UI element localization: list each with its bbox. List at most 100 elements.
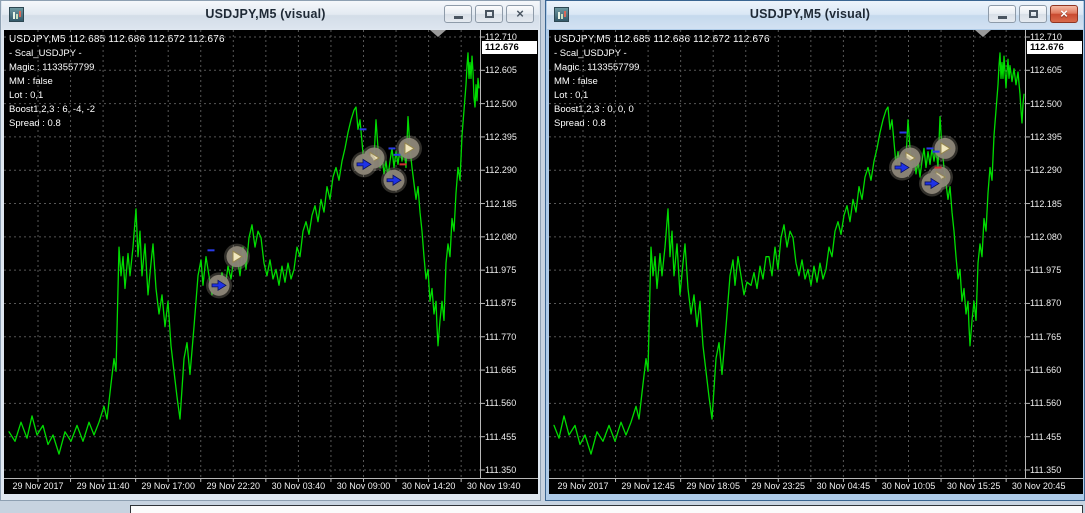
y-axis-label: 112.290 <box>1030 165 1062 176</box>
trade-entry-marker[interactable] <box>356 158 372 171</box>
y-axis-label: 111.560 <box>1030 398 1062 409</box>
y-axis-label: 112.080 <box>485 231 517 242</box>
x-axis-label: 29 Nov 12:45 <box>621 481 675 491</box>
price-chart-svg <box>549 30 1083 482</box>
restore-button[interactable] <box>1019 5 1047 23</box>
ea-info-line: - Scal_USDJPY - <box>554 48 627 59</box>
x-axis-label: 30 Nov 20:45 <box>1011 481 1066 491</box>
x-axis-label: 29 Nov 23:25 <box>751 481 806 491</box>
chart-grid <box>549 30 1025 479</box>
current-price-box: 112.676 <box>482 41 537 55</box>
ohlc-header: USDJPY,M5 112.685 112.686 112.672 112.67… <box>554 34 770 45</box>
x-axis-label: 30 Nov 10:05 <box>881 481 936 491</box>
chart-shift-marker-icon <box>430 30 446 37</box>
window-title: USDJPY,M5 (visual) <box>749 7 871 21</box>
x-axis-label: 30 Nov 03:40 <box>271 481 326 491</box>
trade-exit-marker[interactable] <box>404 142 415 155</box>
x-axis-label: 29 Nov 2017 <box>557 481 609 491</box>
ea-info-line: MM : false <box>9 76 53 87</box>
y-axis-label: 112.290 <box>485 165 517 176</box>
close-icon: × <box>516 6 524 21</box>
titlebar[interactable]: USDJPY,M5 (visual) × <box>547 1 1083 29</box>
trade-markers <box>889 131 958 197</box>
price-chart[interactable]: USDJPY,M5 112.685 112.686 112.672 112.67… <box>549 30 1083 494</box>
window-title: USDJPY,M5 (visual) <box>205 7 326 21</box>
ea-info-line: MM : false <box>554 76 598 87</box>
y-axis-label: 111.660 <box>1030 365 1062 376</box>
y-axis-label: 112.605 <box>1030 65 1062 76</box>
ohlc-header: USDJPY,M5 112.685 112.686 112.672 112.67… <box>9 34 225 45</box>
ea-info-line: Spread : 0.8 <box>554 118 606 129</box>
restore-icon <box>1028 10 1038 18</box>
chart-axes <box>549 30 1083 482</box>
chart-window-icon <box>554 7 569 22</box>
price-chart[interactable]: USDJPY,M5 112.685 112.686 112.672 112.67… <box>4 30 538 494</box>
y-axis-label: 112.500 <box>1030 98 1062 109</box>
ea-info-line: - Scal_USDJPY - <box>9 48 82 59</box>
minimize-button[interactable] <box>988 5 1016 23</box>
x-axis-label: 29 Nov 18:05 <box>686 481 740 491</box>
y-axis-label: 112.500 <box>485 98 517 109</box>
trade-entry-marker[interactable] <box>924 177 940 190</box>
y-axis-label: 112.605 <box>485 65 517 76</box>
titlebar[interactable]: USDJPY,M5 (visual) × <box>2 1 539 29</box>
x-axis-label: 29 Nov 22:20 <box>206 481 261 491</box>
y-axis-label: 111.560 <box>485 398 517 409</box>
chart-window-left[interactable]: USDJPY,M5 (visual) × USDJPY,M5 112.685 1… <box>0 0 541 501</box>
y-axis-label: 111.765 <box>1030 331 1062 342</box>
x-axis-label: 30 Nov 19:40 <box>466 481 521 491</box>
minimize-icon <box>997 16 1007 19</box>
window-controls: × <box>444 5 534 23</box>
trade-entry-marker[interactable] <box>894 161 910 174</box>
y-axis-label: 111.875 <box>485 298 517 309</box>
price-line-series <box>553 52 1025 455</box>
y-axis-label: 111.350 <box>485 465 517 475</box>
trade-entry-marker[interactable] <box>211 279 227 292</box>
chart-shift-marker-icon <box>975 30 991 37</box>
chart-grid <box>4 30 480 479</box>
ea-info-line: Boost1,2,3 : 0, 0, 0 <box>554 104 634 115</box>
y-axis-label: 111.870 <box>1030 298 1062 309</box>
x-axis-label: 29 Nov 11:40 <box>76 481 130 491</box>
trade-exit-marker[interactable] <box>940 142 951 155</box>
close-button[interactable]: × <box>1050 5 1078 23</box>
trade-markers <box>206 128 422 299</box>
window-controls: × <box>988 5 1078 23</box>
ea-info-line: Lot : 0,1 <box>9 90 44 101</box>
trade-exit-marker[interactable] <box>232 250 243 264</box>
chart-axes <box>4 30 538 482</box>
price-chart-svg <box>4 30 538 482</box>
x-axis-label: 30 Nov 09:00 <box>336 481 391 491</box>
window-edge-below[interactable] <box>130 505 1083 513</box>
trade-entry-marker[interactable] <box>386 174 402 186</box>
y-axis-label: 111.455 <box>485 431 517 442</box>
y-axis-label: 112.080 <box>1030 231 1062 242</box>
y-axis-label: 111.975 <box>1030 265 1062 276</box>
ea-info-line: Spread : 0.8 <box>9 118 61 129</box>
y-axis-label: 111.975 <box>485 265 517 276</box>
restore-button[interactable] <box>475 5 503 23</box>
y-axis-label: 112.395 <box>1030 131 1062 142</box>
ea-info-overlay: USDJPY,M5 112.685 112.686 112.672 112.67… <box>554 33 770 131</box>
ea-info-line: Boost1,2,3 : 6, -4, -2 <box>9 104 96 115</box>
x-axis-label: 30 Nov 04:45 <box>816 481 871 491</box>
close-icon: × <box>1060 6 1068 21</box>
ea-info-overlay: USDJPY,M5 112.685 112.686 112.672 112.67… <box>9 33 225 131</box>
minimize-button[interactable] <box>444 5 472 23</box>
y-axis-label: 112.395 <box>485 131 517 142</box>
y-axis-label: 112.185 <box>485 198 517 209</box>
y-axis-label: 112.185 <box>1030 198 1062 209</box>
y-axis-label: 111.455 <box>1030 431 1062 442</box>
current-price-box: 112.676 <box>1027 41 1082 55</box>
chart-window-right[interactable]: USDJPY,M5 (visual) × USDJPY,M5 112.685 1… <box>545 0 1085 501</box>
ea-info-line: Lot : 0,1 <box>554 90 589 101</box>
close-button[interactable]: × <box>506 5 534 23</box>
price-line-series <box>8 52 480 455</box>
minimize-icon <box>453 16 463 19</box>
x-axis-label: 29 Nov 17:00 <box>141 481 195 491</box>
x-axis-label: 29 Nov 2017 <box>12 481 64 491</box>
y-axis-label: 111.665 <box>485 365 517 376</box>
x-axis-label: 30 Nov 14:20 <box>401 481 456 491</box>
x-axis-label: 30 Nov 15:25 <box>946 481 1001 491</box>
y-axis-label: 112.710 <box>1030 32 1062 42</box>
